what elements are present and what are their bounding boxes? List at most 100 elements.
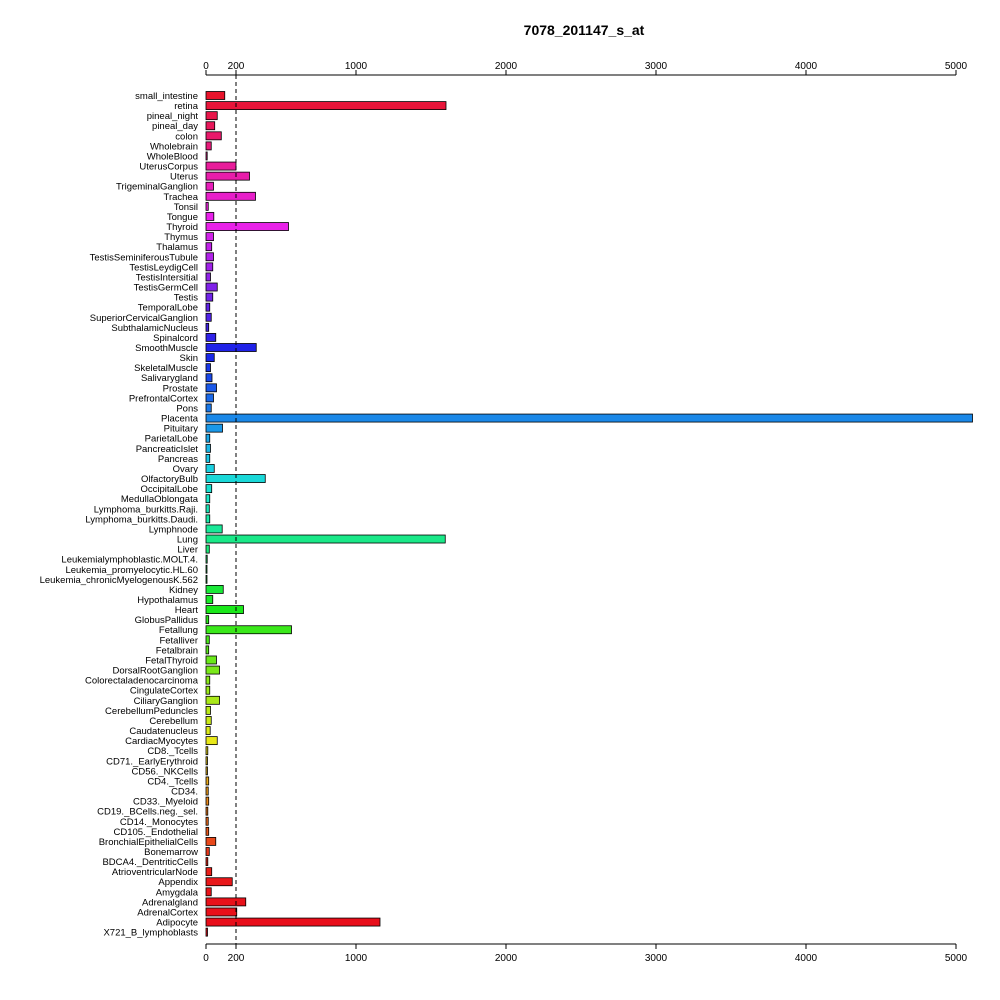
bar <box>205 91 226 100</box>
bar <box>205 595 214 604</box>
category-label: Colorectaladenocarcinoma <box>85 676 199 687</box>
tick-label: 1000 <box>345 61 368 72</box>
tick-label: 200 <box>228 61 245 72</box>
bar <box>205 524 223 534</box>
bar <box>205 705 211 715</box>
bar <box>205 131 222 141</box>
category-label: FetalThyroid <box>145 655 198 666</box>
category-label: TestisIntersitial <box>136 272 198 283</box>
category-label: Fetalliver <box>159 635 198 646</box>
bar <box>205 685 211 695</box>
tick-label: 4000 <box>795 953 818 964</box>
bar <box>205 464 215 473</box>
category-label: X721_B_lymphoblasts <box>103 928 198 939</box>
bar <box>205 181 214 191</box>
bar <box>205 625 292 635</box>
category-label: CD56._NKCells <box>131 766 198 777</box>
bar <box>205 282 218 292</box>
bar <box>205 887 212 897</box>
category-label: Kidney <box>169 585 198 596</box>
category-label: CD71._EarlyErythroid <box>106 756 198 767</box>
bar <box>205 121 216 131</box>
tick-label: 3000 <box>645 61 668 72</box>
bar <box>205 907 238 917</box>
category-label: Salivarygland <box>141 373 198 384</box>
bar <box>205 504 210 514</box>
bar <box>205 393 214 403</box>
tick-label: 4000 <box>795 61 818 72</box>
bar <box>205 312 212 322</box>
bar <box>205 433 211 443</box>
category-label: Prostate <box>163 383 198 394</box>
bar <box>205 514 211 524</box>
bar <box>205 574 208 584</box>
tick-label: 5000 <box>945 61 968 72</box>
bar <box>205 322 210 332</box>
category-label: OlfactoryBulb <box>141 474 198 485</box>
category-label: Spinalcord <box>153 333 198 344</box>
bar <box>205 484 213 494</box>
bar <box>205 151 208 161</box>
category-label: BronchialEpithelialCells <box>99 837 199 848</box>
category-label: Leukemia_promyelocytic.HL.60 <box>65 565 198 576</box>
bar <box>205 201 209 211</box>
category-label: ParietalLobe <box>145 434 198 445</box>
category-label: Caudatenucleus <box>129 726 198 737</box>
bar <box>205 675 211 685</box>
bar <box>205 847 210 856</box>
category-label: Hypothalamus <box>137 595 198 606</box>
bar <box>205 403 212 413</box>
category-label: Tongue <box>167 212 198 223</box>
bar <box>205 111 218 121</box>
bar <box>205 252 214 262</box>
category-label: Liver <box>177 545 198 556</box>
category-label: Uterus <box>170 172 198 183</box>
bar <box>205 605 244 614</box>
bar <box>205 534 446 544</box>
bar <box>205 927 208 937</box>
bar <box>205 212 215 221</box>
bar <box>205 716 212 725</box>
category-labels: small_intestineretinapineal_nightpineal_… <box>40 91 199 939</box>
category-label: TemporalLobe <box>138 303 198 314</box>
bar <box>205 161 237 171</box>
tick-label: 1000 <box>345 953 368 964</box>
category-label: Thalamus <box>156 242 198 253</box>
category-label: BDCA4._DentriticCells <box>102 857 198 868</box>
bar <box>205 544 210 554</box>
bar <box>205 292 214 302</box>
tick-label: 0 <box>203 953 209 964</box>
bar <box>205 766 208 776</box>
bar <box>205 383 217 393</box>
category-label: Leukemialymphoblastic.MOLT.4. <box>61 555 198 566</box>
bar <box>205 786 209 796</box>
category-label: Thyroid <box>166 222 198 233</box>
category-label: TestisLeydigCell <box>129 262 198 273</box>
bar <box>205 857 209 866</box>
bar <box>205 343 257 352</box>
bar <box>205 695 220 705</box>
bar <box>205 726 211 735</box>
category-label: Leukemia_chronicMyelogenousK.562 <box>40 575 198 586</box>
chart-title: 7078_201147_s_at <box>524 22 645 38</box>
category-label: OccipitalLobe <box>140 484 198 495</box>
bar <box>205 736 218 746</box>
x-axis-bottom: 0 200 1000 2000 3000 4000 5000 <box>203 943 968 964</box>
category-label: Tonsil <box>174 202 198 213</box>
category-label: TestisSeminiferousTubule <box>90 252 198 263</box>
category-label: UterusCorpus <box>139 162 198 173</box>
category-label: pineal_day <box>152 121 198 132</box>
category-label: Placenta <box>161 414 199 425</box>
category-label: Skin <box>180 353 198 364</box>
bar <box>205 101 447 110</box>
category-label: SmoothMuscle <box>135 343 198 354</box>
bar <box>205 141 212 151</box>
tick-label: 2000 <box>495 953 518 964</box>
category-label: Fetalbrain <box>156 645 198 656</box>
bar <box>205 373 213 383</box>
category-label: SuperiorCervicalGanglion <box>90 313 198 324</box>
category-label: CD19._BCells.neg._sel. <box>97 807 198 818</box>
category-label: GlobusPallidus <box>135 615 199 626</box>
bar <box>205 655 217 665</box>
category-label: SubthalamicNucleus <box>111 323 198 334</box>
